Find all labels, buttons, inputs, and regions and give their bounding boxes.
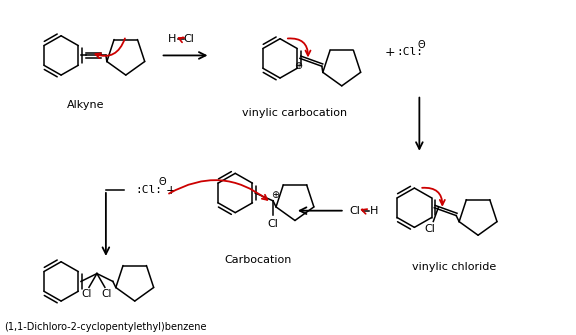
Text: Cl: Cl bbox=[268, 218, 279, 228]
Text: H: H bbox=[168, 34, 177, 44]
Text: +: + bbox=[165, 184, 176, 197]
Text: vinylic carbocation: vinylic carbocation bbox=[242, 108, 347, 118]
Text: Alkyne: Alkyne bbox=[67, 99, 105, 110]
Text: Cl: Cl bbox=[82, 289, 92, 299]
Text: Θ: Θ bbox=[159, 177, 166, 187]
Text: Cl: Cl bbox=[425, 224, 436, 234]
Text: Carbocation: Carbocation bbox=[225, 255, 292, 265]
Text: H: H bbox=[369, 206, 378, 216]
Text: :Cl:: :Cl: bbox=[396, 48, 423, 58]
Text: :Cl:: :Cl: bbox=[135, 185, 162, 195]
Text: +: + bbox=[384, 46, 395, 59]
Text: ⊕: ⊕ bbox=[294, 61, 302, 71]
Text: Cl: Cl bbox=[102, 289, 112, 299]
Text: Θ: Θ bbox=[418, 40, 425, 50]
Text: vinylic chloride: vinylic chloride bbox=[412, 262, 497, 272]
Text: ⊕: ⊕ bbox=[271, 190, 279, 200]
Text: Cl: Cl bbox=[183, 34, 194, 44]
Text: (1,1-Dichloro-2-cyclopentylethyl)benzene: (1,1-Dichloro-2-cyclopentylethyl)benzene bbox=[5, 322, 207, 332]
Text: Cl: Cl bbox=[349, 206, 360, 216]
